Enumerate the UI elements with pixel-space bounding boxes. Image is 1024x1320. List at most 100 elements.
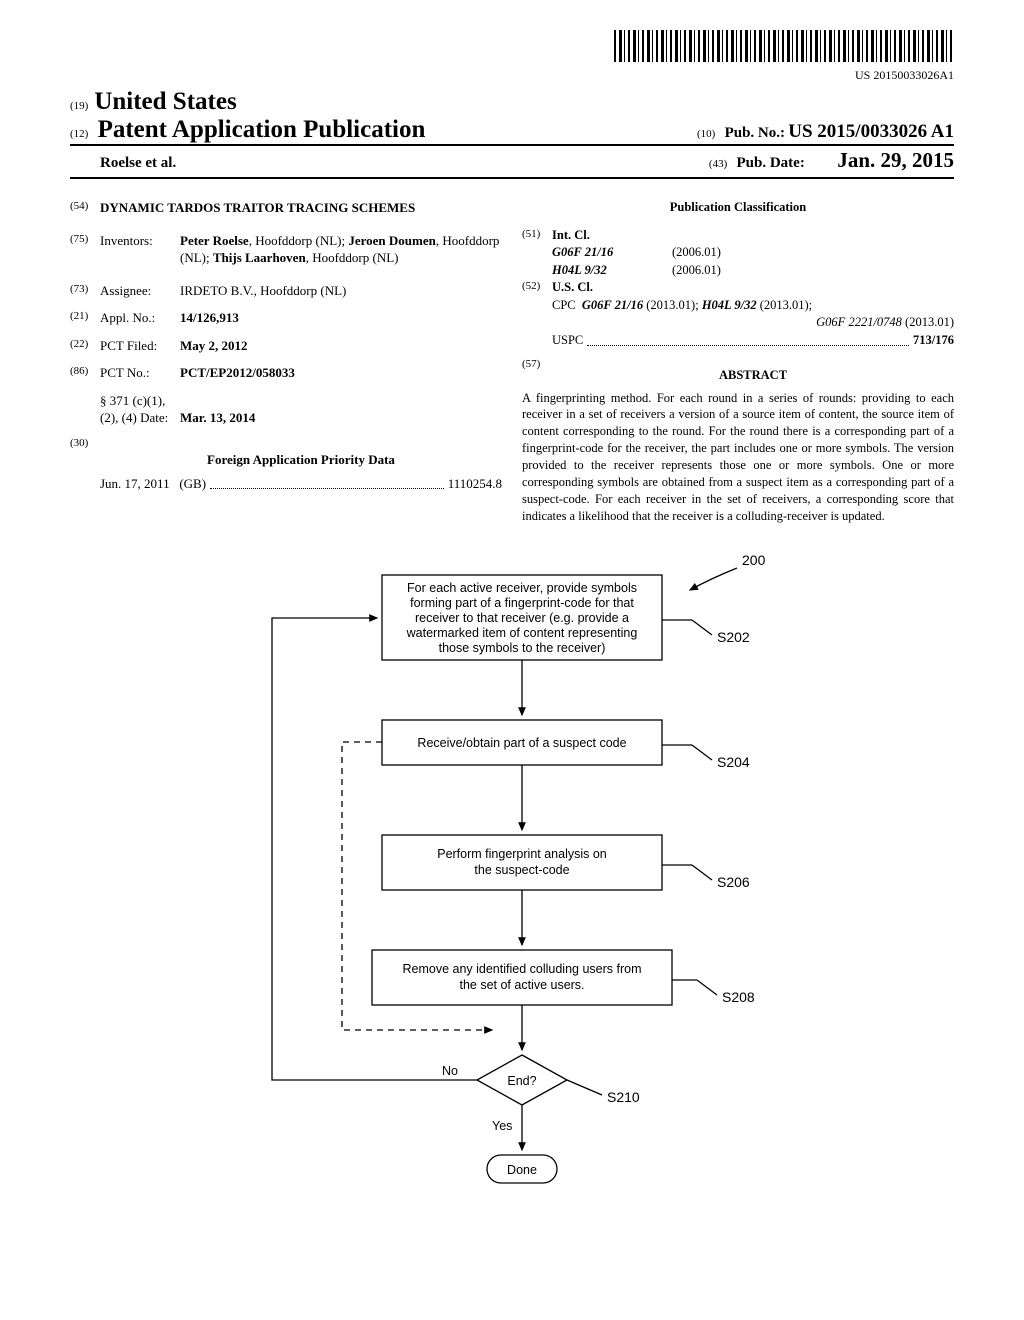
pub-no-code: (10) bbox=[697, 128, 715, 140]
abstract-heading: ABSTRACT bbox=[552, 367, 954, 385]
assignee-code: (73) bbox=[70, 282, 100, 300]
pub-date-code: (43) bbox=[709, 158, 727, 170]
invention-title: DYNAMIC TARDOS TRAITOR TRACING SCHEMES bbox=[100, 199, 502, 217]
appl-no-label: Appl. No.: bbox=[100, 309, 180, 327]
assignee-label: Assignee: bbox=[100, 282, 180, 300]
header-line-2: (12) Patent Application Publication (10)… bbox=[70, 116, 954, 146]
pct-no-code: (86) bbox=[70, 364, 100, 382]
foreign-code: (30) bbox=[70, 437, 100, 476]
intcl-2: H04L 9/32 (2006.01) bbox=[522, 262, 954, 280]
field-s371-2: (2), (4) Date: Mar. 13, 2014 bbox=[70, 409, 502, 427]
yes-label: Yes bbox=[492, 1119, 512, 1133]
s210-lead bbox=[567, 1080, 602, 1095]
appl-no-code: (21) bbox=[70, 309, 100, 327]
inventors-code: (75) bbox=[70, 232, 100, 267]
cpc-row: CPC G06F 21/16 (2013.01); H04L 9/32 (201… bbox=[522, 297, 954, 315]
s208-l1: Remove any identified colluding users fr… bbox=[402, 962, 641, 976]
foreign-heading-row: (30) Foreign Application Priority Data bbox=[70, 437, 502, 476]
s371-label-2: (2), (4) Date: bbox=[100, 409, 180, 427]
foreign-heading: Foreign Application Priority Data bbox=[100, 452, 502, 468]
intcl-1-code: G06F 21/16 bbox=[552, 244, 672, 262]
country-code: (19) bbox=[70, 100, 88, 112]
intcl-1: G06F 21/16 (2006.01) bbox=[522, 244, 954, 262]
inventors-value: Peter Roelse, Hoofddorp (NL); Jeroen Dou… bbox=[180, 232, 502, 267]
field-assignee: (73) Assignee: IRDETO B.V., Hoofddorp (N… bbox=[70, 282, 502, 300]
ref-200-line bbox=[690, 568, 737, 590]
s210-text: End? bbox=[507, 1074, 536, 1088]
s202-l3: receiver to that receiver (e.g. provide … bbox=[415, 611, 629, 625]
s208-l2: the set of active users. bbox=[459, 978, 584, 992]
assignee-loc: , Hoofddorp (NL) bbox=[254, 283, 347, 298]
pct-no-value: PCT/EP2012/058033 bbox=[180, 364, 502, 382]
intcl-2-date: (2006.01) bbox=[672, 262, 721, 280]
patent-page: US 20150033026A1 (19) United States (12)… bbox=[0, 0, 1024, 1260]
uscl-code: (52) bbox=[522, 279, 552, 297]
barcode bbox=[614, 30, 954, 62]
pub-type: Patent Application Publication bbox=[98, 116, 426, 143]
cpc-label: CPC bbox=[552, 297, 576, 315]
pub-no-label: Pub. No.: bbox=[725, 125, 785, 141]
intcl-2-code: H04L 9/32 bbox=[552, 262, 672, 280]
ref-200: 200 bbox=[742, 552, 766, 568]
s371-spacer2 bbox=[70, 409, 100, 427]
s208-lead2 bbox=[697, 980, 717, 995]
left-column: (54) DYNAMIC TARDOS TRAITOR TRACING SCHE… bbox=[70, 199, 502, 525]
s371-spacer bbox=[70, 392, 100, 410]
pct-filed-code: (22) bbox=[70, 337, 100, 355]
uspc-row: USPC 713/176 bbox=[522, 332, 954, 350]
foreign-row: Jun. 17, 2011 (GB) 1110254.8 bbox=[70, 476, 502, 492]
country-name: United States bbox=[94, 88, 236, 116]
header-line-3: Roelse et al. (43) Pub. Date: Jan. 29, 2… bbox=[70, 148, 954, 179]
classification-heading: Publication Classification bbox=[522, 199, 954, 217]
cpc-2-date: (2013.01); bbox=[760, 298, 812, 312]
no-label: No bbox=[442, 1064, 458, 1078]
foreign-dots bbox=[210, 476, 444, 489]
s371-date: Mar. 13, 2014 bbox=[180, 409, 502, 427]
s206-l1: Perform fingerprint analysis on bbox=[437, 847, 607, 861]
foreign-num: 1110254.8 bbox=[448, 476, 502, 492]
s206-lead2 bbox=[692, 865, 712, 880]
flowchart-figure: 200 For each active receiver, provide sy… bbox=[70, 550, 954, 1230]
pub-date-value: Jan. 29, 2015 bbox=[837, 148, 954, 172]
cpc-1: G06F 21/16 bbox=[582, 298, 643, 312]
abstract-text: A fingerprinting method. For each round … bbox=[522, 390, 954, 525]
s202-l2: forming part of a fingerprint-code for t… bbox=[410, 596, 634, 610]
intcl-1-date: (2006.01) bbox=[672, 244, 721, 262]
s206-label: S206 bbox=[717, 874, 750, 890]
uspc-dots bbox=[587, 332, 909, 347]
abstract-heading-row: (57) ABSTRACT bbox=[522, 357, 954, 390]
s206-l2: the suspect-code bbox=[474, 863, 569, 877]
cpc-row-2: G06F 2221/0748 (2013.01) bbox=[522, 314, 954, 332]
abstract-code: (57) bbox=[522, 357, 552, 390]
assignee-name: IRDETO B.V. bbox=[180, 283, 254, 298]
field-title: (54) DYNAMIC TARDOS TRAITOR TRACING SCHE… bbox=[70, 199, 502, 217]
field-appl-no: (21) Appl. No.: 14/126,913 bbox=[70, 309, 502, 327]
barcode-area: US 20150033026A1 bbox=[70, 30, 954, 83]
inventors-label: Inventors: bbox=[100, 232, 180, 267]
cpc-2: H04L 9/32 bbox=[702, 298, 757, 312]
title-code: (54) bbox=[70, 199, 100, 217]
cpc-1-date: (2013.01); bbox=[646, 298, 698, 312]
barcode-text: US 20150033026A1 bbox=[70, 68, 954, 83]
field-pct-filed: (22) PCT Filed: May 2, 2012 bbox=[70, 337, 502, 355]
s202-lead2 bbox=[692, 620, 712, 635]
s204-text: Receive/obtain part of a suspect code bbox=[417, 736, 626, 750]
cpc-3: G06F 2221/0748 bbox=[816, 315, 902, 329]
s208-label: S208 bbox=[722, 989, 755, 1005]
appl-no-value: 14/126,913 bbox=[180, 309, 502, 327]
s202-l4: watermarked item of content representing bbox=[406, 626, 638, 640]
header-line-1: (19) United States bbox=[70, 88, 954, 116]
foreign-spacer bbox=[70, 476, 100, 492]
intcl-code: (51) bbox=[522, 227, 552, 245]
field-inventors: (75) Inventors: Peter Roelse, Hoofddorp … bbox=[70, 232, 502, 267]
intcl-row: (51) Int. Cl. bbox=[522, 227, 954, 245]
pub-type-code: (12) bbox=[70, 128, 88, 140]
flowchart-svg: 200 For each active receiver, provide sy… bbox=[212, 550, 812, 1230]
s210-label: S210 bbox=[607, 1089, 640, 1105]
pub-date-label: Pub. Date: bbox=[736, 155, 804, 171]
s371-label-1: § 371 (c)(1), bbox=[100, 392, 165, 410]
s202-label: S202 bbox=[717, 629, 750, 645]
cpc-3-date: (2013.01) bbox=[905, 315, 954, 329]
done-text: Done bbox=[507, 1163, 537, 1177]
foreign-date: Jun. 17, 2011 bbox=[100, 476, 170, 492]
